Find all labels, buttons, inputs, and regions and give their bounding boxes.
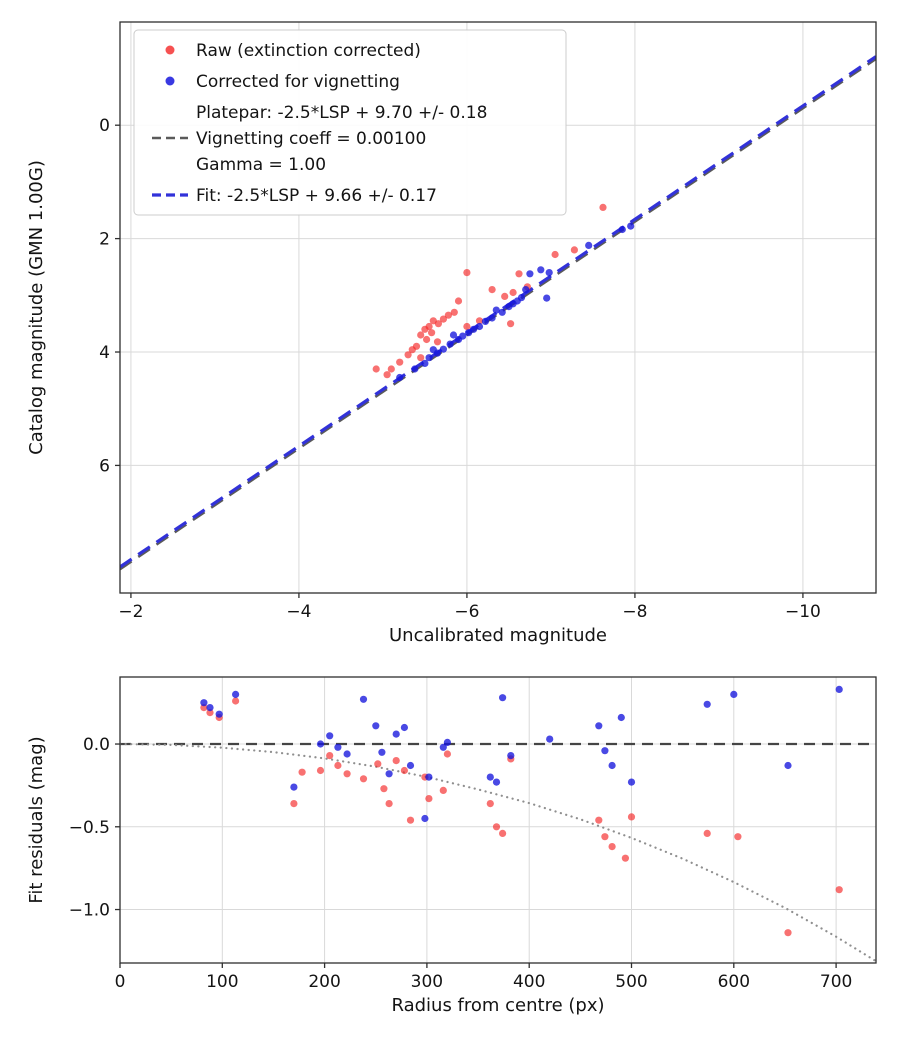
x-tick-label: 100 <box>206 972 238 992</box>
legend-label: Gamma = 1.00 <box>196 155 326 175</box>
legend-marker-dot <box>165 45 175 55</box>
x-tick-label: 700 <box>820 972 852 992</box>
scatter-raw <box>200 697 843 937</box>
magnitude-fit-chart: −2 −4 −6 −8 −10 Uncalibrated magnitude 0 2 4 6 Cat… <box>26 21 877 646</box>
scatter-corrected <box>200 685 843 823</box>
plot-frame <box>119 21 877 594</box>
x-tick-label: −4 <box>286 602 311 622</box>
x-axis: 0 100 200 300 400 500 600 700 Radius from centre… <box>115 963 852 1016</box>
x-tick-label: −8 <box>622 602 647 622</box>
scatter-raw <box>372 203 607 379</box>
x-tick-label: 300 <box>411 972 443 992</box>
x-tick-label: 600 <box>718 972 750 992</box>
y-axis: 0 2 4 6 Catalog magnitude (GMN 1.00G) <box>26 116 120 476</box>
legend-marker-dot <box>165 76 175 86</box>
platepar-line <box>120 57 876 571</box>
x-tick-label: −2 <box>118 602 143 622</box>
scatter-corrected <box>396 222 635 382</box>
y-tick-label: −0.5 <box>69 818 110 838</box>
grid <box>119 677 876 963</box>
legend-label: Fit: -2.5*LSP + 9.66 +/- 0.17 <box>196 186 437 206</box>
y-tick-label: 6 <box>99 456 110 476</box>
y-tick-label: 2 <box>99 230 110 250</box>
x-tick-label: 0 <box>115 972 126 992</box>
x-axis: −2 −4 −6 −8 −10 Uncalibrated magnitude <box>118 593 821 646</box>
y-axis-label: Catalog magnitude (GMN 1.00G) <box>26 160 47 455</box>
y-tick-label: 4 <box>99 343 110 363</box>
x-tick-label: −6 <box>454 602 479 622</box>
y-axis-label: Fit residuals (mag) <box>26 736 47 903</box>
legend-label: Platepar: -2.5*LSP + 9.70 +/- 0.18 <box>196 103 487 123</box>
fit-residuals-chart: 0 100 200 300 400 500 600 700 Radius from centre… <box>26 676 877 1016</box>
plot-frame <box>119 676 877 964</box>
legend-label: Vignetting coeff = 0.00100 <box>196 129 426 149</box>
legend: Raw (extinction corrected) Corrected for … <box>133 29 567 216</box>
y-tick-label: 0.0 <box>83 735 110 755</box>
x-tick-label: 400 <box>513 972 545 992</box>
x-axis-label: Radius from centre (px) <box>391 995 604 1016</box>
x-tick-label: 200 <box>308 972 340 992</box>
legend-label: Corrected for vignetting <box>196 72 400 92</box>
x-tick-label: −10 <box>785 602 821 622</box>
fit-line <box>120 55 876 569</box>
legend-box <box>133 29 567 216</box>
legend-label: Raw (extinction corrected) <box>196 41 421 61</box>
x-axis-label: Uncalibrated magnitude <box>389 625 607 646</box>
y-tick-label: −1.0 <box>69 901 110 921</box>
x-tick-label: 500 <box>615 972 647 992</box>
vignetting-model-curve <box>120 742 876 963</box>
y-tick-label: 0 <box>99 116 110 136</box>
y-axis: 0.0 −0.5 −1.0 Fit residuals (mag) <box>26 735 120 921</box>
